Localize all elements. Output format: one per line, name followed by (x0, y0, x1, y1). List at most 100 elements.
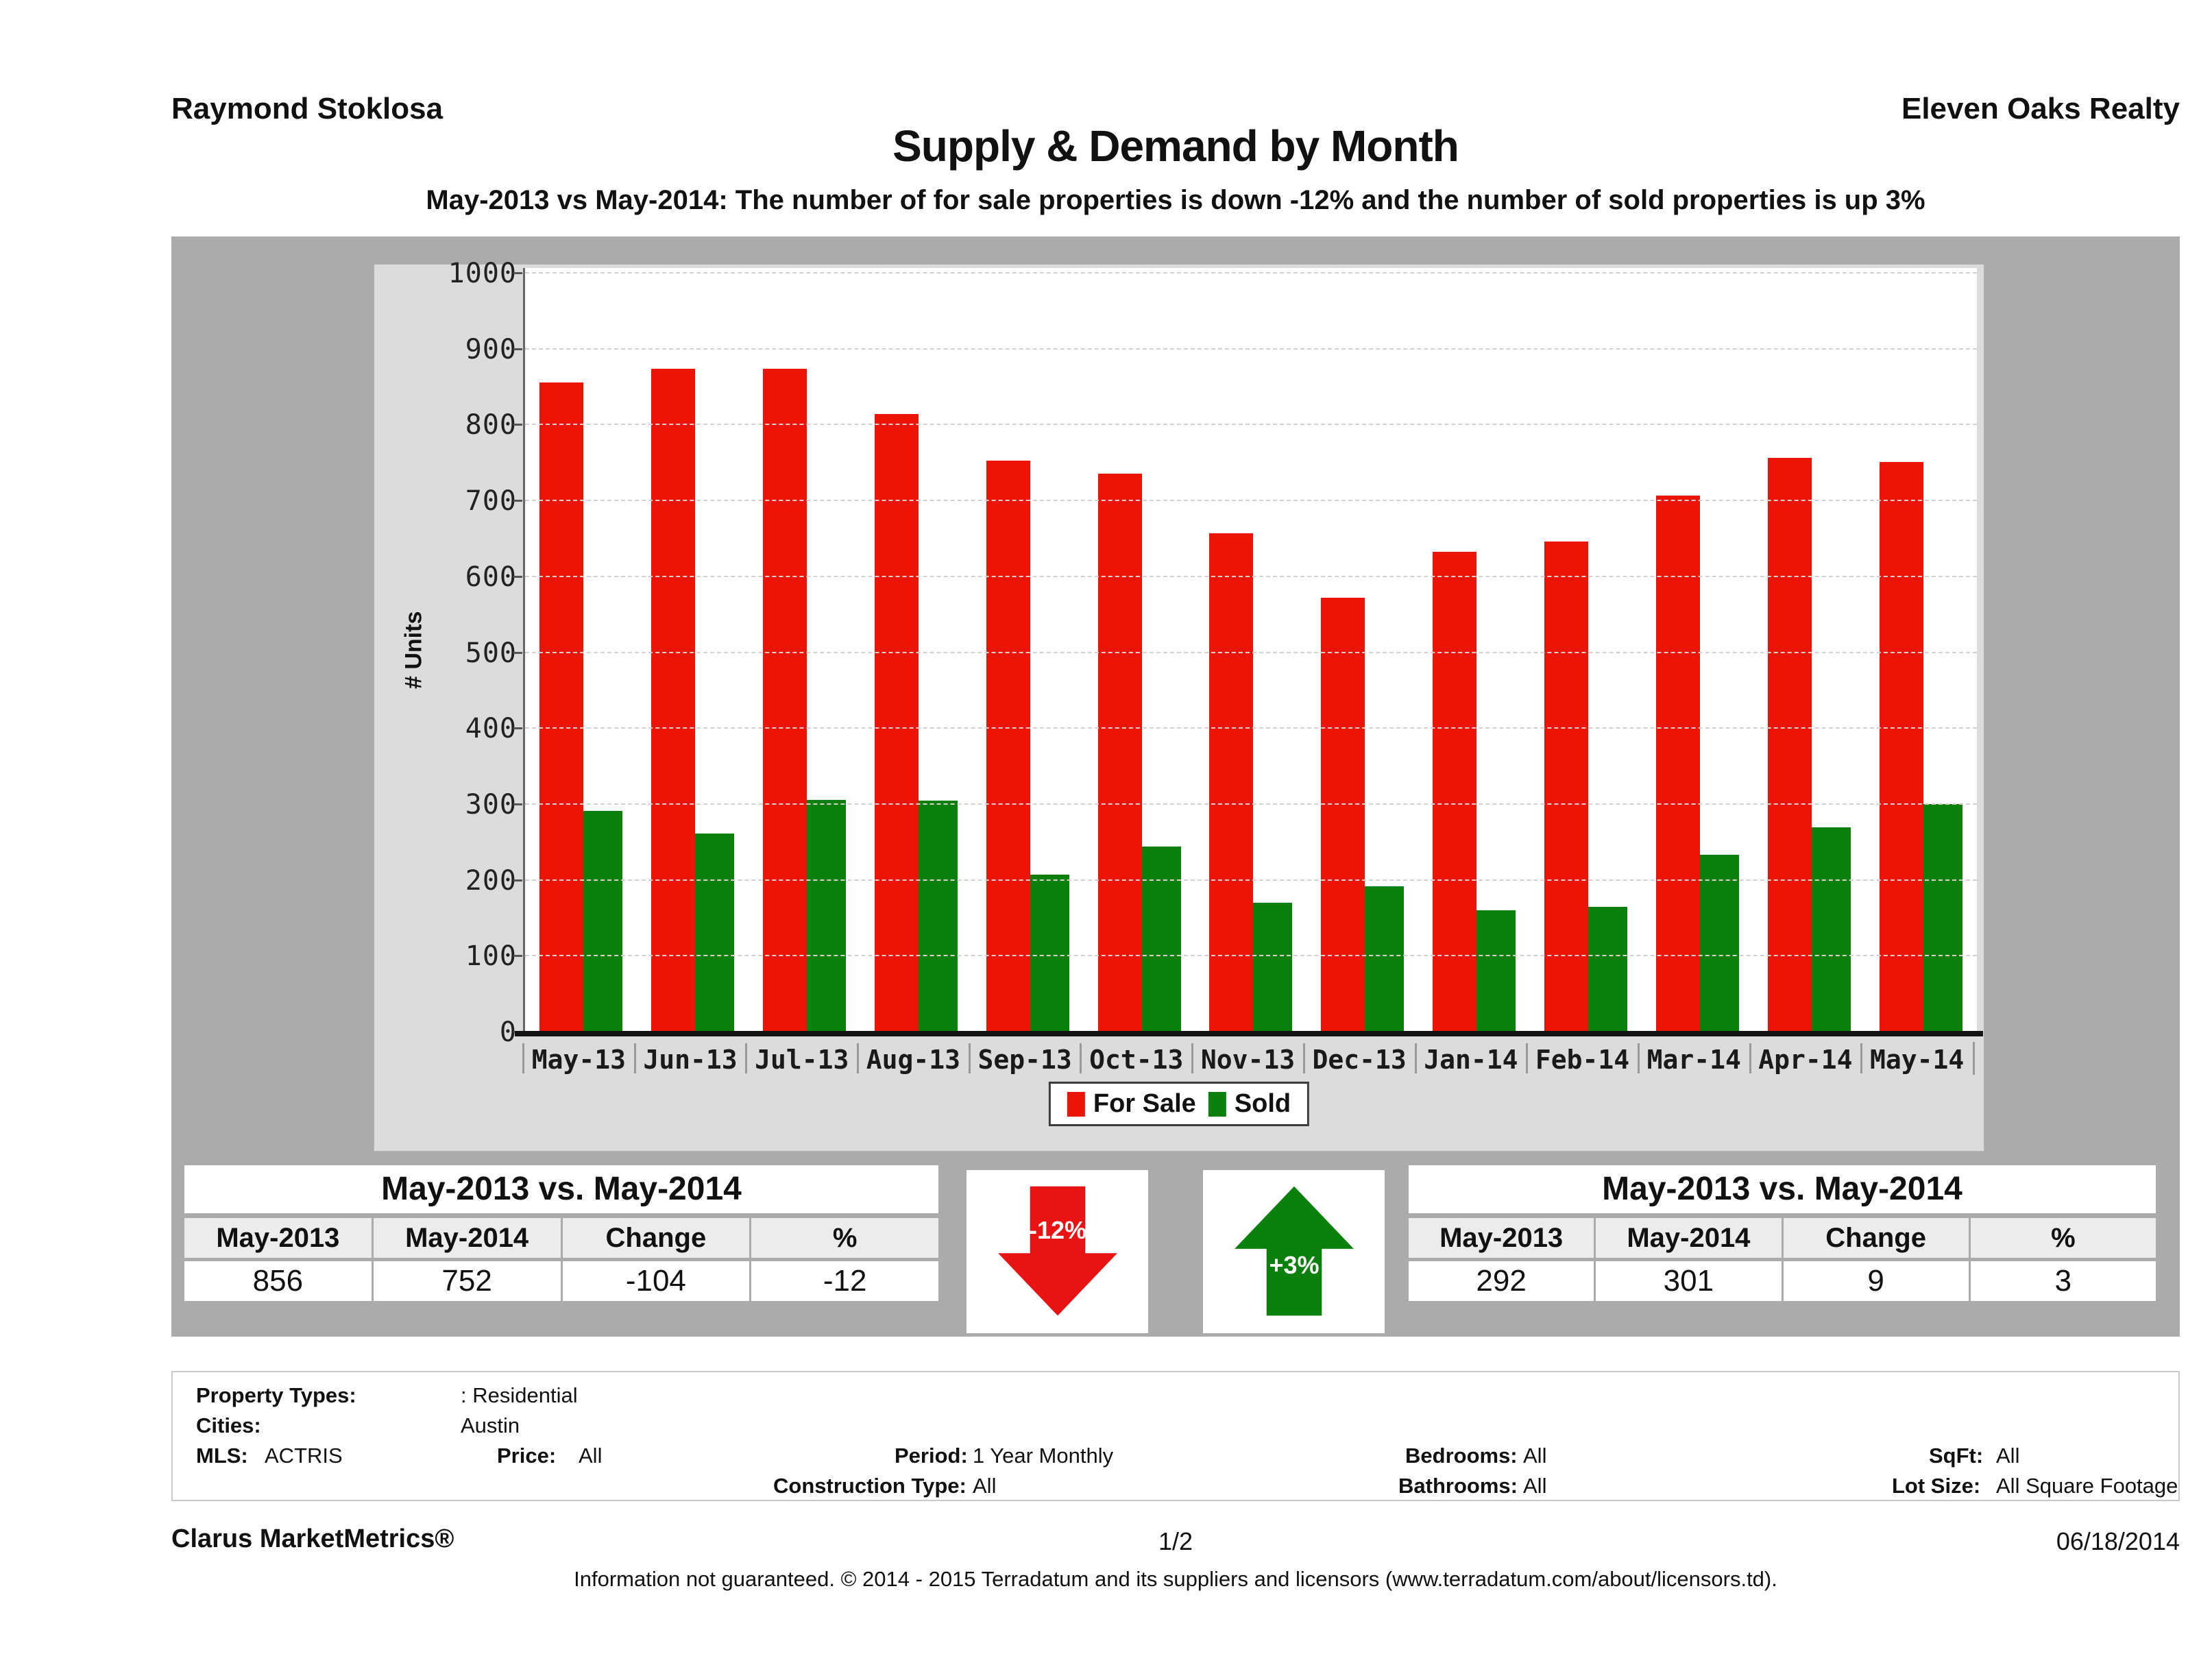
y-axis-labels: 0 100 200 300 400 500 600 700 800 900 1000 (422, 259, 517, 1047)
x-tick-label: Nov-13 (1191, 1042, 1304, 1078)
x-tick-label: Aug-13 (857, 1042, 969, 1078)
footer-page-number: 1/2 (1158, 1527, 1193, 1555)
sqft-label: SqFt: (1929, 1444, 1984, 1468)
bar-for-sale (1209, 533, 1254, 1032)
sold-comparison-table: May-2013 vs. May-2014 May-2013 May-2014 Ch… (1409, 1165, 2156, 1304)
gridline (525, 272, 1977, 273)
table-header-cell: May-2014 (1596, 1218, 1782, 1258)
y-tick-label: 600 (465, 561, 517, 593)
sold-change-badge: +3% (1203, 1170, 1385, 1333)
gridline (525, 348, 1977, 350)
bar-sold (694, 833, 734, 1032)
bar-for-sale (874, 413, 919, 1032)
table-value-cell: 301 (1596, 1261, 1782, 1301)
bar-group (749, 268, 860, 1032)
y-tick-label: 100 (465, 940, 517, 973)
gridline (525, 955, 1977, 957)
bar-group (1306, 268, 1418, 1032)
y-tick-mark (513, 879, 522, 881)
chart-legend: For Sale Sold (1048, 1082, 1310, 1126)
y-tick-mark (513, 348, 522, 350)
x-tick-label: Dec-13 (1302, 1042, 1415, 1078)
lot-size-value: All Square Footage (1996, 1474, 2178, 1498)
company-name: Eleven Oaks Realty (1901, 92, 2180, 125)
table-header-cell: % (751, 1218, 938, 1258)
footer-date: 06/18/2014 (2056, 1527, 2180, 1555)
y-tick-mark (513, 803, 522, 805)
table-value-cell: 856 (184, 1261, 372, 1301)
table-value-cell: 752 (373, 1261, 561, 1301)
cities-label: Cities: (196, 1413, 261, 1437)
bar-sold (1365, 886, 1405, 1032)
y-tick-mark (513, 955, 522, 958)
table-value-cell: 3 (1970, 1261, 2156, 1301)
table-header-cell: Change (562, 1218, 750, 1258)
mls-value: ACTRIS (265, 1444, 343, 1468)
bar-group (1530, 268, 1642, 1032)
y-tick-mark (513, 272, 522, 274)
x-tick-label: Mar-14 (1637, 1042, 1750, 1078)
gridline (525, 651, 1977, 653)
table-header-cell: May-2013 (1409, 1218, 1594, 1258)
bar-sold (806, 800, 846, 1032)
cities-value: Austin (461, 1413, 520, 1437)
bar-sold (1588, 907, 1628, 1032)
legend-label: Sold (1234, 1089, 1291, 1118)
x-tick-label: Jul-13 (745, 1042, 858, 1078)
footer-product-name: Clarus MarketMetrics® (171, 1524, 454, 1553)
table-title: May-2013 vs. May-2014 (184, 1165, 938, 1213)
bar-sold (1141, 846, 1181, 1032)
x-tick-label: May-13 (522, 1042, 635, 1078)
y-tick-label: 800 (465, 409, 517, 441)
filters-info-box: Property Types: : Residential Cities: Au… (171, 1371, 2180, 1501)
table-value-row: 292 301 9 3 (1409, 1261, 2156, 1301)
bar-sold (583, 810, 622, 1032)
x-axis-line (515, 1031, 1983, 1036)
bar-group (860, 268, 972, 1032)
table-value-cell: -104 (562, 1261, 750, 1301)
gridline (525, 424, 1977, 426)
for-sale-change-badge: -12% (967, 1170, 1148, 1333)
bar-sold (1923, 803, 1963, 1032)
svg-text:-12%: -12% (1028, 1216, 1086, 1244)
chart-panel: # Units 0 100 200 300 400 500 600 700 800 900 1000… (374, 259, 1984, 1152)
bar-group (525, 268, 637, 1032)
bar-group (1418, 268, 1530, 1032)
y-tick-label: 1000 (448, 258, 517, 289)
property-types-value: : Residential (461, 1383, 578, 1407)
lot-size-label: Lot Size: (1892, 1474, 1981, 1498)
bar-for-sale (1321, 597, 1365, 1032)
bathrooms-value: All (1523, 1474, 1547, 1498)
x-tick-label: Jun-13 (633, 1042, 746, 1078)
x-tick-label: Feb-14 (1526, 1042, 1638, 1078)
legend-label: For Sale (1093, 1089, 1196, 1118)
y-tick-mark (513, 651, 522, 654)
construction-type-value: All (973, 1474, 997, 1498)
table-header-cell: May-2013 (184, 1218, 372, 1258)
x-tick-label: Jan-14 (1414, 1042, 1527, 1078)
property-types-label: Property Types: (196, 1383, 356, 1407)
bar-group (1084, 268, 1195, 1032)
bar-sold (1253, 902, 1293, 1032)
bar-sold (1700, 854, 1740, 1032)
mls-label: MLS: (196, 1444, 248, 1468)
gridline (525, 575, 1977, 577)
x-tick-label: Oct-13 (1080, 1042, 1192, 1078)
x-axis-labels: May-13 Jun-13 Jul-13 Aug-13 Sep-13 Oct-13 Nov-… (522, 1042, 1975, 1078)
y-tick-mark (513, 500, 522, 502)
sqft-value: All (1996, 1444, 2020, 1468)
gridline (525, 879, 1977, 881)
bar-group (637, 268, 749, 1032)
bar-for-sale (1768, 458, 1812, 1032)
bar-for-sale (1544, 541, 1589, 1032)
bar-sold (1030, 874, 1069, 1032)
y-tick-label: 400 (465, 713, 517, 745)
bedrooms-value: All (1523, 1444, 1547, 1468)
bar-sold (1476, 910, 1516, 1032)
bar-for-sale (651, 369, 695, 1032)
table-header-cell: Change (1783, 1218, 1969, 1258)
bar-for-sale (1433, 552, 1477, 1032)
y-tick-mark (513, 575, 522, 578)
bar-sold (918, 801, 958, 1032)
report-subtitle: May-2013 vs May-2014: The number of for … (426, 185, 1925, 215)
